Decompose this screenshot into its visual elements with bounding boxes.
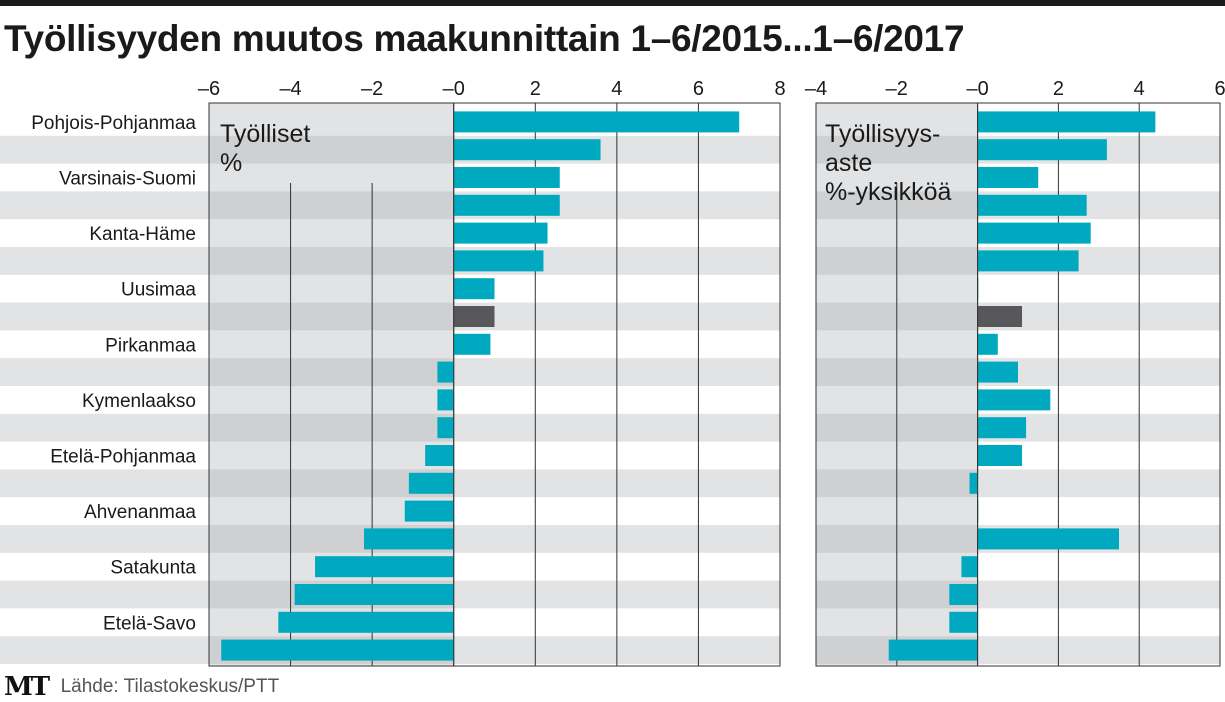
bar — [453, 167, 560, 188]
bar — [949, 611, 978, 633]
bar — [961, 556, 978, 578]
label-band — [0, 469, 209, 498]
bar — [977, 389, 1051, 411]
tick-label: 2 — [530, 78, 541, 100]
bar — [408, 472, 454, 494]
bar — [977, 528, 1119, 550]
row-band — [209, 302, 454, 331]
bar — [404, 500, 454, 522]
row-band — [977, 580, 1220, 609]
bar — [437, 361, 454, 383]
tick-label: –2 — [361, 78, 383, 100]
bar — [977, 222, 1091, 244]
bar — [949, 584, 978, 605]
row-band — [209, 413, 454, 442]
mt-logo: MT — [4, 672, 50, 702]
tick-label: –4 — [279, 78, 301, 100]
bar — [278, 611, 454, 633]
label-band — [0, 247, 209, 275]
category-label: Etelä-Savo — [103, 613, 196, 634]
bar — [453, 250, 544, 272]
tick-label: 2 — [1053, 78, 1064, 100]
label-band — [0, 135, 209, 164]
bar — [977, 417, 1027, 439]
bar — [977, 333, 998, 355]
label-band — [0, 636, 209, 664]
tick-label: 6 — [693, 78, 704, 100]
bar — [977, 111, 1156, 133]
bar — [453, 306, 495, 327]
tick-label: 6 — [1214, 78, 1225, 100]
bar — [977, 306, 1023, 327]
bar — [437, 389, 454, 411]
panel-label: % — [220, 149, 242, 177]
bar — [437, 417, 454, 439]
label-band — [0, 302, 209, 331]
bar — [977, 167, 1039, 188]
plot-frame — [815, 102, 1221, 667]
category-label: Pohjois-Pohjanmaa — [31, 113, 196, 134]
label-band — [0, 413, 209, 442]
tick-label: –0 — [966, 78, 988, 100]
footer: MT Lähde: Tilastokeskus/PTT — [4, 672, 279, 702]
bar — [453, 278, 495, 300]
category-label: Varsinais-Suomi — [59, 169, 196, 190]
row-band — [209, 191, 454, 220]
bar — [977, 361, 1018, 383]
row-band — [209, 358, 454, 386]
row-band — [209, 135, 454, 164]
tick-label: 4 — [1134, 78, 1145, 100]
panel-label: Työllisyys- — [825, 120, 940, 148]
bar — [977, 445, 1023, 466]
bar — [977, 250, 1079, 272]
bar — [888, 639, 978, 661]
panel-label: %-yksikköä — [825, 178, 952, 206]
tick-label: –4 — [805, 78, 827, 100]
category-label: Kymenlaakso — [82, 391, 196, 412]
source-note: Lähde: Tilastokeskus/PTT — [60, 676, 280, 697]
bar — [294, 584, 454, 605]
label-band — [0, 525, 209, 553]
category-label: Uusimaa — [121, 280, 196, 301]
bar — [453, 333, 491, 355]
bar — [363, 528, 454, 550]
label-band — [0, 191, 209, 220]
tick-label: 8 — [774, 78, 785, 100]
bar — [425, 445, 454, 466]
row-band — [816, 135, 978, 164]
bar — [453, 222, 548, 244]
row-band — [977, 636, 1220, 664]
category-label: Satakunta — [110, 558, 196, 579]
bar — [221, 639, 454, 661]
bar — [453, 194, 560, 216]
tick-label: –6 — [198, 78, 220, 100]
panel-label: Työlliset — [220, 120, 310, 148]
plot-frame — [208, 102, 781, 667]
category-label: Ahvenanmaa — [84, 502, 196, 523]
category-label: Pirkanmaa — [105, 335, 196, 356]
panel-label: aste — [825, 149, 872, 177]
bar — [315, 556, 454, 578]
tick-label: –0 — [443, 78, 465, 100]
bar — [977, 139, 1107, 161]
bar — [969, 472, 978, 494]
tick-label: –2 — [886, 78, 908, 100]
chart-title: Työllisyyden muutos maakunnittain 1–6/20… — [4, 18, 965, 59]
bar — [977, 194, 1087, 216]
top-rule — [0, 0, 1225, 6]
label-band — [0, 358, 209, 386]
bar — [453, 111, 740, 133]
category-label: Etelä-Pohjanmaa — [50, 447, 196, 468]
label-band — [0, 580, 209, 609]
tick-label: 4 — [611, 78, 622, 100]
row-band — [209, 247, 454, 275]
category-label: Kanta-Häme — [89, 224, 196, 245]
bar — [453, 139, 601, 161]
row-band — [977, 469, 1220, 498]
